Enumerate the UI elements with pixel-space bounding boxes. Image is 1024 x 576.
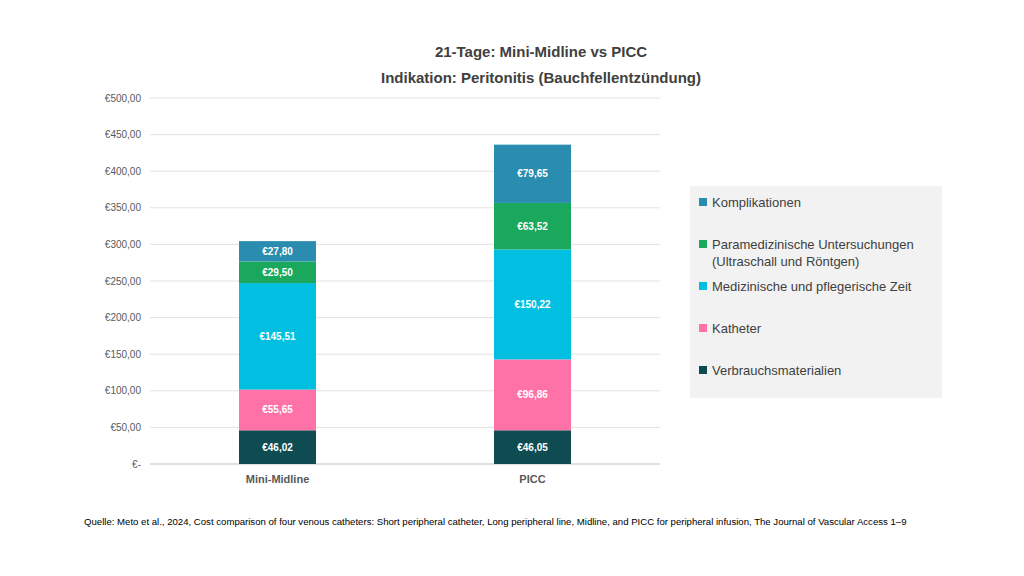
y-tick-label: €500,00 — [105, 93, 142, 104]
data-label: €145,51 — [259, 331, 296, 342]
bar-segment — [494, 145, 571, 203]
bar-segment — [239, 430, 316, 464]
legend-swatch — [699, 324, 707, 332]
grid-line — [150, 134, 660, 135]
grid-line — [150, 207, 660, 208]
legend-swatch — [699, 198, 707, 206]
grid-line — [150, 390, 660, 391]
grid-line — [150, 317, 660, 318]
data-label: €55,65 — [262, 404, 293, 415]
legend-swatch — [699, 282, 707, 290]
y-tick-label: €450,00 — [105, 129, 142, 140]
y-tick-label: €350,00 — [105, 202, 142, 213]
x-tick-label: Mini-Midline — [246, 473, 310, 485]
y-tick-label: €- — [132, 459, 141, 470]
bar-segment — [239, 283, 316, 390]
legend-label: Paramedizinische Untersuchungen(Ultrasch… — [712, 237, 914, 269]
source-note: Quelle: Meto et al., 2024, Cost comparis… — [84, 516, 907, 527]
legend-label: Verbrauchsmaterialien — [712, 363, 841, 378]
chart: 21-Tage: Mini-Midline vs PICC Indikation:… — [0, 0, 1024, 576]
y-tick-label: €400,00 — [105, 166, 142, 177]
grid-line — [150, 354, 660, 355]
data-label: €46,05 — [517, 442, 548, 453]
bars — [239, 145, 571, 464]
y-tick-label: €300,00 — [105, 239, 142, 250]
data-label: €46,02 — [262, 442, 293, 453]
bar-segment — [239, 241, 316, 261]
bar-segment — [494, 249, 571, 359]
legend-swatch — [699, 240, 707, 248]
legend-label: Medizinische und pflegerische Zeit — [712, 279, 912, 294]
title: 21-Tage: Mini-Midline vs PICC — [435, 43, 647, 60]
y-tick-label: €150,00 — [105, 349, 142, 360]
x-tick-label: PICC — [519, 473, 545, 485]
grid-line — [150, 244, 660, 245]
x-axis-line — [150, 464, 660, 465]
y-tick-label: €100,00 — [105, 385, 142, 396]
legend: Komplikationen Paramedizinische Untersuch… — [690, 186, 942, 398]
grid-line — [150, 281, 660, 282]
subtitle: Indikation: Peritonitis (Bauchfellentzün… — [381, 69, 701, 86]
data-label: €96,86 — [517, 389, 548, 400]
bar-segment — [239, 261, 316, 283]
data-label: €27,80 — [262, 246, 293, 257]
grid — [150, 98, 660, 464]
grid-line — [150, 171, 660, 172]
grid-line — [150, 427, 660, 428]
bar-segment — [239, 390, 316, 431]
data-label: €79,65 — [517, 168, 548, 179]
data-label: €29,50 — [262, 267, 293, 278]
data-label: €63,52 — [517, 221, 548, 232]
data-labels: €46,02 €55,65 €145,51 €29,50 €27,80 €46,05 €96… — [259, 168, 551, 452]
y-tick-label: €200,00 — [105, 312, 142, 323]
bar-segment — [494, 359, 571, 430]
y-tick-label: €250,00 — [105, 276, 142, 287]
legend-label: Katheter — [712, 321, 762, 336]
grid-line — [150, 98, 660, 99]
bar-segment — [494, 203, 571, 249]
background — [0, 0, 1024, 576]
bar-segment — [494, 430, 571, 464]
legend-label: Komplikationen — [712, 195, 801, 210]
y-tick-label: €50,00 — [110, 422, 141, 433]
data-label: €150,22 — [514, 299, 551, 310]
legend-swatch — [699, 366, 707, 374]
legend-box — [690, 186, 942, 398]
